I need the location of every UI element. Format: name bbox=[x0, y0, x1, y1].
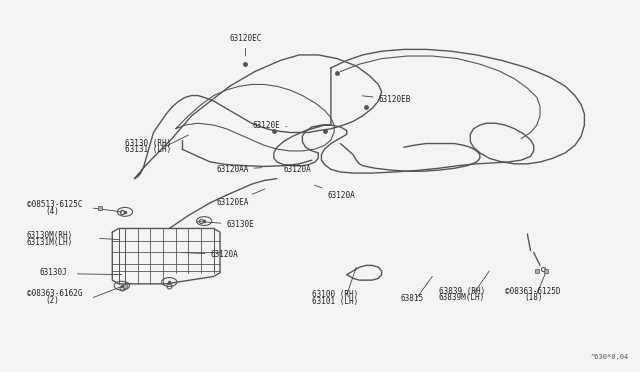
Text: 63839M(LH): 63839M(LH) bbox=[438, 293, 485, 302]
Text: 63120EA: 63120EA bbox=[216, 189, 265, 207]
Text: (2): (2) bbox=[45, 296, 60, 305]
Text: 63120AA: 63120AA bbox=[216, 165, 262, 174]
Text: 63130M(RH): 63130M(RH) bbox=[27, 231, 73, 240]
Text: 63101 (LH): 63101 (LH) bbox=[312, 297, 358, 306]
Text: 63839 (RH): 63839 (RH) bbox=[438, 287, 485, 296]
Text: 63130E: 63130E bbox=[197, 220, 254, 229]
Text: (4): (4) bbox=[45, 206, 60, 216]
Text: 63130J: 63130J bbox=[40, 268, 67, 277]
Text: ©08363-6125D: ©08363-6125D bbox=[505, 287, 561, 296]
Text: ©08513-6125C: ©08513-6125C bbox=[27, 200, 82, 209]
Text: 63100 (RH): 63100 (RH) bbox=[312, 291, 358, 299]
Text: 63120EC: 63120EC bbox=[230, 34, 262, 56]
Text: 63131M(LH): 63131M(LH) bbox=[27, 238, 73, 247]
Text: 63120A: 63120A bbox=[284, 165, 311, 174]
Text: (18): (18) bbox=[524, 293, 543, 302]
Text: 63130 (RH): 63130 (RH) bbox=[125, 139, 172, 148]
Text: 63120EB: 63120EB bbox=[362, 95, 411, 104]
Text: 63815: 63815 bbox=[401, 294, 424, 303]
Text: ^630*0.04: ^630*0.04 bbox=[591, 353, 629, 359]
Text: 63131 (LH): 63131 (LH) bbox=[125, 145, 172, 154]
Text: ©08363-6162G: ©08363-6162G bbox=[27, 289, 82, 298]
Text: 63120A: 63120A bbox=[314, 185, 355, 200]
Text: 63120A: 63120A bbox=[182, 250, 238, 259]
Text: 63120E: 63120E bbox=[252, 121, 287, 129]
